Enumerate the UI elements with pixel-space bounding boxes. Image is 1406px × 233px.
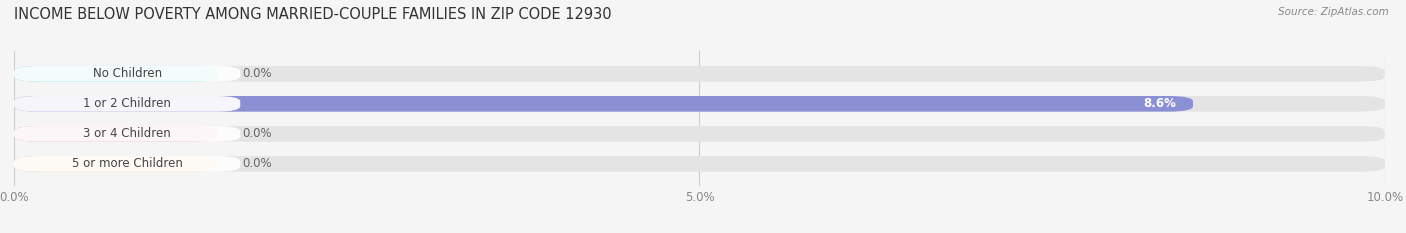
FancyBboxPatch shape [14, 126, 218, 142]
Text: 0.0%: 0.0% [242, 127, 271, 140]
Text: 0.0%: 0.0% [242, 157, 271, 170]
FancyBboxPatch shape [14, 126, 1385, 142]
FancyBboxPatch shape [14, 66, 240, 82]
FancyBboxPatch shape [14, 126, 240, 142]
FancyBboxPatch shape [14, 96, 1385, 112]
Text: 1 or 2 Children: 1 or 2 Children [83, 97, 172, 110]
FancyBboxPatch shape [14, 156, 1385, 172]
FancyBboxPatch shape [14, 156, 218, 172]
Text: 8.6%: 8.6% [1143, 97, 1177, 110]
FancyBboxPatch shape [14, 96, 1192, 112]
Text: Source: ZipAtlas.com: Source: ZipAtlas.com [1278, 7, 1389, 17]
Text: 3 or 4 Children: 3 or 4 Children [83, 127, 172, 140]
FancyBboxPatch shape [14, 66, 218, 82]
FancyBboxPatch shape [14, 96, 240, 112]
Text: No Children: No Children [93, 67, 162, 80]
Text: INCOME BELOW POVERTY AMONG MARRIED-COUPLE FAMILIES IN ZIP CODE 12930: INCOME BELOW POVERTY AMONG MARRIED-COUPL… [14, 7, 612, 22]
FancyBboxPatch shape [14, 156, 240, 172]
FancyBboxPatch shape [14, 66, 1385, 82]
Text: 0.0%: 0.0% [242, 67, 271, 80]
Text: 5 or more Children: 5 or more Children [72, 157, 183, 170]
